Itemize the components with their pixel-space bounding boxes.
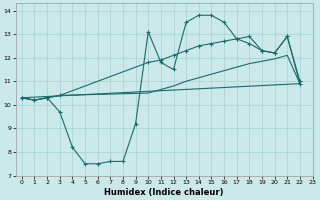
X-axis label: Humidex (Indice chaleur): Humidex (Indice chaleur)	[104, 188, 224, 197]
